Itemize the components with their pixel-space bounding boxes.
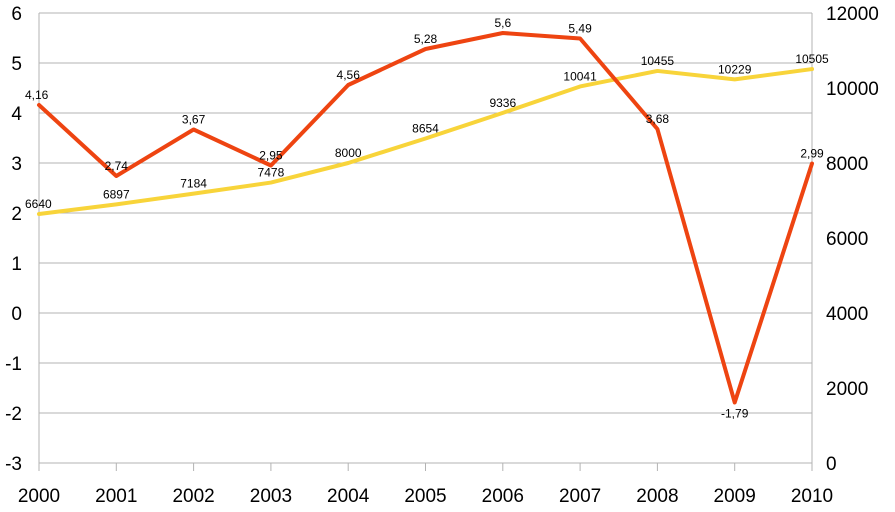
data-label-growth: 3,67 xyxy=(182,113,206,127)
y-left-tick-label: -3 xyxy=(5,454,22,475)
data-label-growth: 2,74 xyxy=(105,159,129,173)
x-tick-label: 2003 xyxy=(250,486,292,507)
data-label-growth: -1,79 xyxy=(721,407,749,421)
y-left-tick-label: 3 xyxy=(11,154,22,175)
y-left-tick-label: 6 xyxy=(11,4,22,25)
x-tick-label: 2007 xyxy=(559,486,601,507)
data-label-income: 6897 xyxy=(103,187,130,201)
data-label-growth: 5,49 xyxy=(568,22,592,36)
y-left-tick-label: -2 xyxy=(5,404,22,425)
y-right-tick-label: 0 xyxy=(826,454,837,475)
y-left-tick-label: -1 xyxy=(5,354,22,375)
data-label-growth: 5,28 xyxy=(414,32,438,46)
x-tick-label: 2006 xyxy=(482,486,524,507)
data-label-income: 10229 xyxy=(718,62,752,76)
data-label-income: 7478 xyxy=(258,166,285,180)
x-tick-label: 2010 xyxy=(791,486,833,507)
y-right-tick-label: 4000 xyxy=(826,304,868,325)
y-right-tick-label: 12000 xyxy=(826,4,879,25)
y-right-tick-label: 8000 xyxy=(826,154,868,175)
y-left-tick-label: 5 xyxy=(11,54,22,75)
data-label-income: 8654 xyxy=(412,121,439,135)
data-label-growth: 5,6 xyxy=(494,16,511,30)
x-tick-label: 2008 xyxy=(636,486,678,507)
data-label-income: 10455 xyxy=(641,54,675,68)
series-line-income xyxy=(37,67,814,216)
data-label-income: 10505 xyxy=(795,52,829,66)
y-left-tick-label: 0 xyxy=(11,304,22,325)
y-left-tick-label: 1 xyxy=(11,254,22,275)
data-label-income: 7184 xyxy=(180,177,207,191)
y-left-tick-label: 4 xyxy=(11,104,22,125)
x-tick-label: 2009 xyxy=(714,486,756,507)
data-label-growth: 2,95 xyxy=(259,149,283,163)
x-tick-label: 2001 xyxy=(95,486,137,507)
y-right-tick-label: 10000 xyxy=(826,79,879,100)
data-label-growth: 4,16 xyxy=(25,88,49,102)
data-label-growth: 3,68 xyxy=(646,112,670,126)
x-tick-label: 2004 xyxy=(327,486,370,507)
data-label-income: 8000 xyxy=(335,146,362,160)
series-line-growth xyxy=(37,31,814,405)
x-tick-label: 2000 xyxy=(18,486,60,507)
x-tick-label: 2005 xyxy=(404,486,446,507)
data-label-income: 10041 xyxy=(563,69,597,83)
y-right-tick-label: 2000 xyxy=(826,379,868,400)
y-left-tick-label: 2 xyxy=(11,204,22,225)
data-label-growth: 4,56 xyxy=(337,68,361,82)
y-right-tick-label: 6000 xyxy=(826,229,868,250)
data-label-growth: 2,99 xyxy=(800,147,824,161)
data-label-income: 9336 xyxy=(489,96,516,110)
data-label-income: 6640 xyxy=(25,197,52,211)
x-tick-label: 2002 xyxy=(172,486,214,507)
